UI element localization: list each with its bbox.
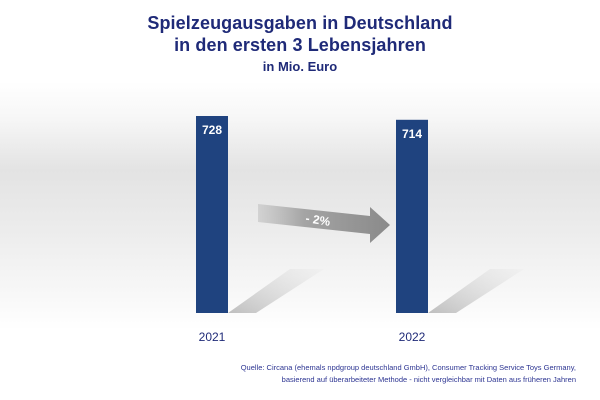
bar-shadow — [228, 269, 324, 313]
bar-value-label: 714 — [402, 127, 422, 141]
change-arrow — [258, 204, 390, 243]
bar-value-label: 728 — [202, 123, 222, 137]
x-tick-label: 2021 — [199, 330, 226, 344]
source-footnote-line-2: basierend auf überarbeiteter Methode - n… — [281, 375, 576, 384]
chart-title-line-2: in den ersten 3 Lebensjahren — [174, 35, 426, 55]
chart-unit-subtitle: in Mio. Euro — [262, 59, 338, 74]
bar-shadow — [428, 269, 524, 313]
chart-title-block: Spielzeugausgaben in Deutschland in den … — [0, 12, 600, 77]
chart-title-line-1: Spielzeugausgaben in Deutschland — [147, 13, 453, 33]
change-annotation: - 2% — [305, 211, 332, 229]
x-tick-label: 2022 — [399, 330, 426, 344]
source-footnote: Quelle: Circana (ehemals npdgroup deutsc… — [156, 362, 576, 386]
bar-2022 — [396, 119, 428, 314]
source-footnote-line-1: Quelle: Circana (ehemals npdgroup deutsc… — [240, 363, 576, 372]
bar-2021 — [196, 116, 228, 313]
